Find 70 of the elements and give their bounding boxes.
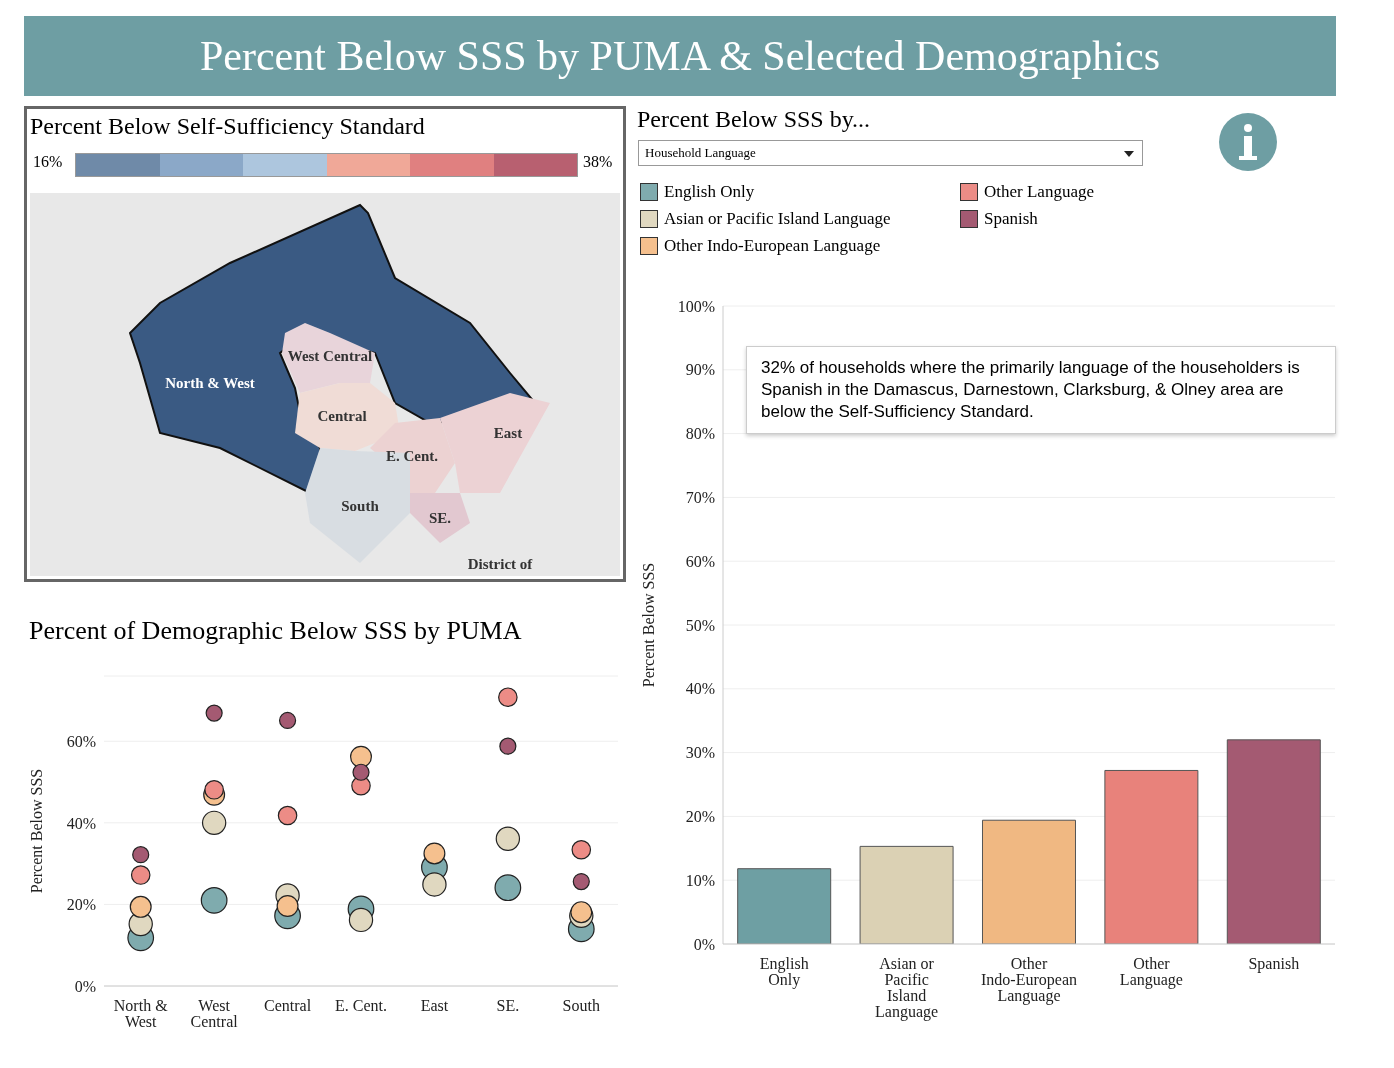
point xyxy=(132,846,150,864)
point xyxy=(422,872,447,897)
text: 16% xyxy=(33,153,63,171)
y-tick-label: 50% xyxy=(685,616,715,634)
text: 38% xyxy=(583,153,613,171)
bar xyxy=(737,868,832,944)
point xyxy=(200,886,228,914)
legend-label: Spanish xyxy=(984,208,1038,229)
y-tick-label: 90% xyxy=(685,361,715,379)
x-tick-label: Asian or Pacific Island Language xyxy=(875,955,939,1022)
point xyxy=(278,711,297,730)
point xyxy=(201,810,227,836)
bar xyxy=(1226,739,1321,944)
y-tick-label: 40% xyxy=(685,680,715,698)
bar xyxy=(981,819,1076,944)
point xyxy=(495,826,521,851)
y-tick-label: 40% xyxy=(66,814,96,832)
x-tick-label: Other Language xyxy=(1119,955,1183,990)
point xyxy=(499,737,517,755)
y-tick-label: 30% xyxy=(685,744,715,762)
point xyxy=(571,839,592,860)
point xyxy=(204,780,224,800)
point xyxy=(205,704,223,722)
bar xyxy=(859,845,954,944)
chart-title: Percent Below SSS by... xyxy=(637,106,871,133)
text: Percent Below SSS by PUMA & Selected Demographics xyxy=(24,16,1336,96)
point xyxy=(130,865,151,885)
y-tick-label: 20% xyxy=(66,896,96,914)
y-axis-title: Percent Below SSS xyxy=(639,562,657,688)
point xyxy=(572,872,590,891)
y-tick-label: 100% xyxy=(677,297,715,315)
point xyxy=(352,763,370,781)
x-tick-label: East xyxy=(420,997,449,1015)
point xyxy=(276,895,299,918)
x-tick-label: E. Cent. xyxy=(335,997,387,1015)
x-tick-label: Other Indo-European Language xyxy=(981,955,1077,1006)
x-tick-label: West Central xyxy=(190,997,239,1031)
y-tick-label: 20% xyxy=(685,808,715,826)
x-tick-label: Central xyxy=(264,997,312,1015)
point xyxy=(570,901,593,924)
y-tick-label: 60% xyxy=(685,552,715,570)
point xyxy=(494,874,522,902)
x-tick-label: Spanish xyxy=(1248,955,1300,974)
x-tick-label: SE. xyxy=(496,997,520,1015)
chart-title: Percent of Demographic Below SSS by PUMA xyxy=(29,616,522,646)
x-tick-label: South xyxy=(562,997,600,1015)
y-tick-label: 80% xyxy=(685,425,715,443)
point xyxy=(348,907,374,933)
x-tick-label: English Only xyxy=(759,955,809,990)
x-tick-label: North & West xyxy=(113,997,169,1031)
y-axis-title: Percent Below SSS xyxy=(27,768,45,894)
y-tick-label: 10% xyxy=(685,871,715,889)
annotation: 32% of households where the primarily language of the householders is Spanish in the Damascus, Darnestown, Clarksburg, & Olney area are below the Self-Sufficiency Standard. xyxy=(746,346,1336,435)
legend-label: Other Language xyxy=(984,181,1094,202)
y-tick-label: 0% xyxy=(74,977,96,995)
legend-label: Other Indo-European Language xyxy=(664,235,881,256)
point xyxy=(277,805,298,826)
y-tick-label: 70% xyxy=(685,489,715,507)
text: Percent Below Self-Sufficiency Standard xyxy=(30,113,425,140)
map-picture: North & West West Central Central E. Cent. East South SE. District of xyxy=(30,193,620,576)
point xyxy=(350,745,372,768)
y-tick-label: 60% xyxy=(66,732,96,750)
chart-subtitle: Household Language xyxy=(638,140,1143,166)
bar xyxy=(1104,769,1199,944)
point xyxy=(423,842,446,865)
y-tick-label: 0% xyxy=(693,935,715,953)
point xyxy=(498,687,518,708)
legend-label: English Only xyxy=(664,181,755,202)
point xyxy=(129,895,152,918)
legend-label: Asian or Pacific Island Language xyxy=(664,208,891,229)
